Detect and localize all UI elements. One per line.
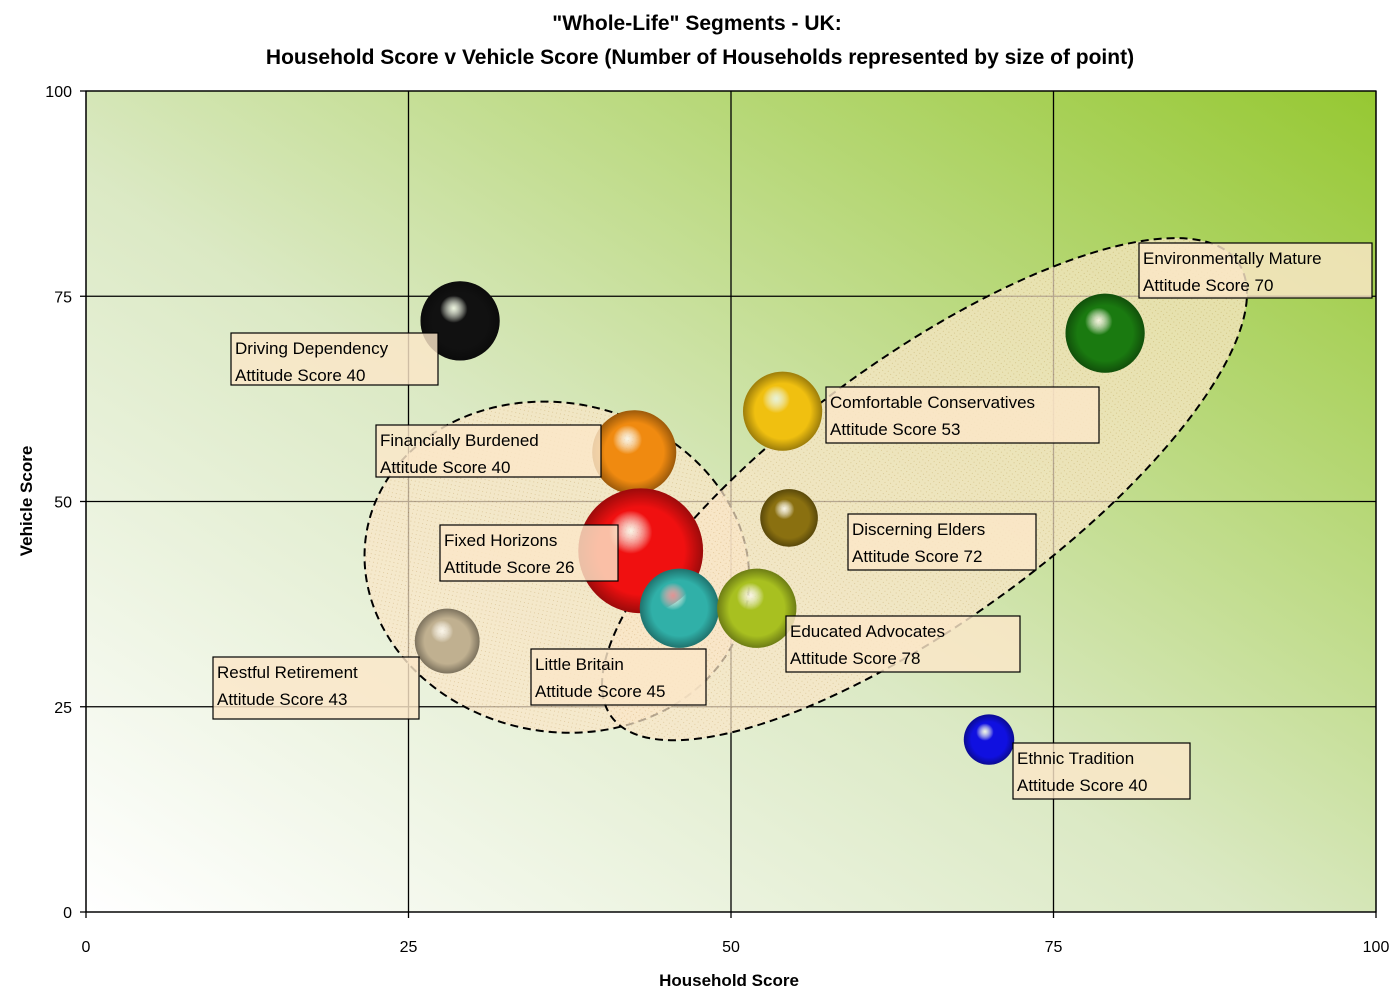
callout-educated-advocates: Educated Advocates Attitude Score 78 bbox=[785, 615, 1021, 673]
callout-segment-name: Comfortable Conservatives bbox=[830, 393, 1035, 412]
callout-box bbox=[785, 615, 1021, 673]
callout-box bbox=[230, 332, 439, 386]
callout-segment-name: Driving Dependency bbox=[235, 339, 389, 358]
bubble-shade bbox=[1065, 293, 1145, 373]
callout-attitude-score: Attitude Score 26 bbox=[444, 558, 574, 577]
y-tick-label: 75 bbox=[54, 289, 72, 306]
callout-box bbox=[825, 386, 1100, 444]
bubble-shade bbox=[592, 410, 677, 495]
x-tick-label: 75 bbox=[1045, 939, 1063, 956]
bubble-shade bbox=[963, 714, 1015, 765]
bubble-series bbox=[414, 281, 1145, 765]
bubble-shade bbox=[743, 371, 823, 451]
callout-box bbox=[212, 656, 420, 720]
callout-box bbox=[1138, 242, 1373, 299]
callout-environmentally-mature: Environmentally Mature Attitude Score 70 bbox=[1138, 242, 1373, 299]
y-axis-title: Vehicle Score bbox=[17, 446, 36, 557]
bubble-shade bbox=[760, 489, 818, 547]
callout-segment-name: Financially Burdened bbox=[380, 431, 539, 450]
callout-comfortable-conservatives: Comfortable Conservatives Attitude Score … bbox=[825, 386, 1100, 444]
callout-attitude-score: Attitude Score 43 bbox=[217, 690, 347, 709]
y-tick-label: 100 bbox=[45, 84, 72, 101]
callout-segment-name: Fixed Horizons bbox=[444, 531, 557, 550]
callout-driving-dependency: Driving Dependency Attitude Score 40 bbox=[230, 332, 439, 386]
y-tick-label: 0 bbox=[63, 905, 72, 922]
bubble-financially-burdened bbox=[592, 410, 677, 495]
bubble-restful-retirement bbox=[414, 608, 480, 674]
x-tick-label: 50 bbox=[722, 939, 740, 956]
callout-segment-name: Educated Advocates bbox=[790, 622, 945, 641]
callout-attitude-score: Attitude Score 72 bbox=[852, 547, 982, 566]
chart-title: "Whole-Life" Segments - UK: bbox=[552, 12, 841, 35]
bubble-educated-advocates bbox=[717, 568, 797, 648]
callout-financially-burdened: Financially Burdened Attitude Score 40 bbox=[375, 424, 602, 478]
callout-restful-retirement: Restful Retirement Attitude Score 43 bbox=[212, 656, 420, 720]
x-axis-title: Household Score bbox=[659, 971, 799, 990]
callout-attitude-score: Attitude Score 40 bbox=[1017, 776, 1147, 795]
callout-segment-name: Restful Retirement bbox=[217, 663, 358, 682]
bubble-little-britain bbox=[639, 568, 720, 648]
plot-frame bbox=[85, 90, 1377, 913]
x-tick-label: 25 bbox=[400, 939, 418, 956]
chart-subtitle: Household Score v Vehicle Score (Number … bbox=[266, 46, 1134, 69]
callout-segment-name: Environmentally Mature bbox=[1143, 249, 1322, 268]
callout-attitude-score: Attitude Score 40 bbox=[380, 458, 510, 477]
y-tick-label: 25 bbox=[54, 700, 72, 717]
callout-segment-name: Ethnic Tradition bbox=[1017, 749, 1134, 768]
bubble-discerning-elders bbox=[760, 489, 818, 547]
callout-little-britain: Little Britain Attitude Score 45 bbox=[530, 648, 707, 706]
callout-attitude-score: Attitude Score 70 bbox=[1143, 276, 1273, 295]
callout-discerning-elders: Discerning Elders Attitude Score 72 bbox=[847, 513, 1037, 571]
callout-segment-name: Little Britain bbox=[535, 655, 624, 674]
callout-box bbox=[439, 524, 619, 582]
bubble-environmentally-mature bbox=[1065, 293, 1145, 373]
bubble-comfortable-conservatives bbox=[743, 371, 823, 451]
callout-segment-name: Discerning Elders bbox=[852, 520, 985, 539]
callout-attitude-score: Attitude Score 53 bbox=[830, 420, 960, 439]
bubble-ethnic-tradition bbox=[963, 714, 1015, 765]
x-tick-label: 0 bbox=[82, 939, 91, 956]
callout-box bbox=[847, 513, 1037, 571]
callout-ethnic-tradition: Ethnic Tradition Attitude Score 40 bbox=[1012, 742, 1191, 800]
callout-box bbox=[375, 424, 602, 478]
y-tick-label: 50 bbox=[54, 495, 72, 512]
bubble-shade bbox=[717, 568, 797, 648]
bubble-shade bbox=[420, 281, 500, 361]
bubble-driving-dependency bbox=[420, 281, 500, 361]
callout-attitude-score: Attitude Score 40 bbox=[235, 366, 365, 385]
callout-attitude-score: Attitude Score 45 bbox=[535, 682, 665, 701]
axes: 0 25 50 75 100 0 25 50 75 100 bbox=[45, 84, 1389, 956]
bubble-shade bbox=[639, 568, 720, 648]
callout-fixed-horizons: Fixed Horizons Attitude Score 26 bbox=[439, 524, 619, 582]
bubble-shade bbox=[414, 608, 480, 674]
x-tick-label: 100 bbox=[1363, 939, 1390, 956]
callout-box bbox=[530, 648, 707, 706]
callout-box bbox=[1012, 742, 1191, 800]
callout-attitude-score: Attitude Score 78 bbox=[790, 649, 920, 668]
